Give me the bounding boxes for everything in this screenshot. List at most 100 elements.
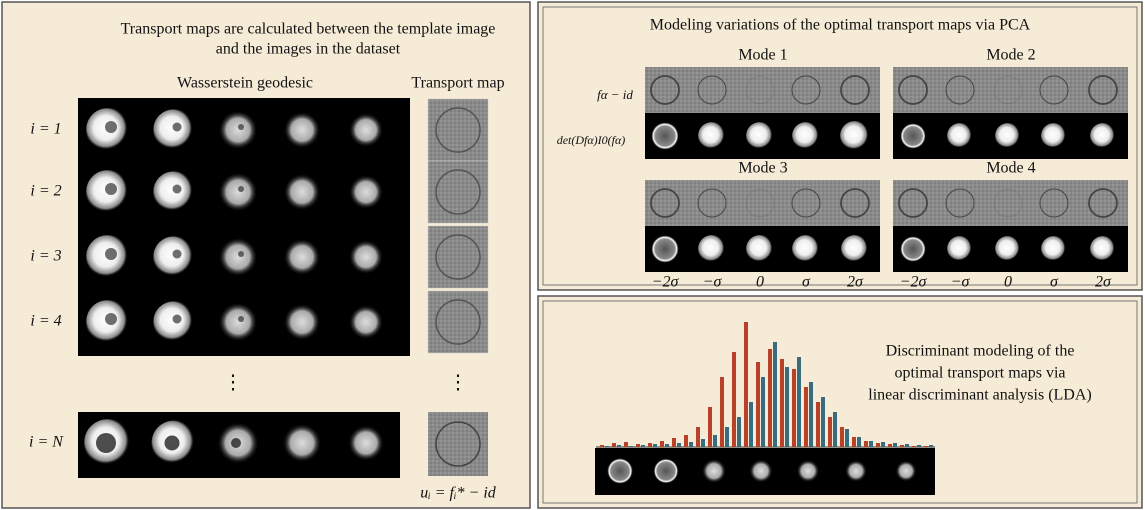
cell-dark	[96, 433, 116, 453]
hist-bar	[768, 349, 772, 447]
lda-text: Discriminant modeling of the	[886, 343, 1075, 360]
hist-bar	[845, 429, 849, 447]
ellipsis: ⋮	[448, 372, 468, 394]
cell-dark	[105, 183, 117, 195]
hist-bar	[905, 444, 909, 447]
hist-bar	[684, 435, 688, 447]
cell	[284, 112, 321, 149]
mode-cell	[841, 235, 869, 263]
hist-bar	[648, 443, 652, 447]
cell	[283, 424, 322, 463]
ellipsis: ⋮	[223, 372, 243, 394]
hist-bar	[617, 445, 621, 447]
cell	[349, 113, 383, 147]
hist-bar	[917, 445, 921, 447]
hist-bar	[881, 442, 885, 447]
mode-cell	[1090, 123, 1116, 149]
lda-cell	[702, 459, 726, 483]
lda-cell	[895, 460, 916, 481]
figure: Transport maps are calculated between th…	[0, 0, 1145, 510]
mode-cell	[1041, 236, 1067, 262]
mode-cell	[947, 123, 973, 149]
hist-bar	[665, 444, 669, 447]
cell-dark	[165, 436, 180, 451]
sigma-label: −σ	[703, 274, 723, 291]
hist-bar	[893, 443, 897, 447]
formula: uᵢ = fᵢ* − id	[420, 485, 497, 502]
mode-cell	[1041, 123, 1067, 149]
mode-cell	[651, 122, 679, 150]
mode-cell	[792, 122, 820, 150]
column-label: Wasserstein geodesic	[177, 75, 313, 92]
cell-dark	[105, 248, 117, 260]
lda-cell	[797, 460, 820, 483]
lda-cell	[749, 459, 773, 483]
hist-bar	[720, 377, 724, 447]
mode-title: Mode 3	[738, 160, 787, 177]
hist-bar	[744, 322, 748, 447]
hist-bar	[605, 446, 609, 447]
cell-dark	[105, 313, 117, 325]
hist-bar	[725, 427, 729, 447]
hist-bar	[677, 443, 681, 447]
cell	[218, 110, 257, 149]
cell	[218, 172, 257, 211]
hist-bar	[713, 435, 717, 447]
hist-bar	[749, 402, 753, 447]
cell-dark	[231, 438, 241, 448]
row-label: i = 3	[30, 248, 61, 265]
hist-bar	[732, 352, 736, 447]
pca-title: Modeling variations of the optimal trans…	[650, 17, 1031, 34]
mode-title: Mode 1	[738, 47, 787, 64]
hist-bar	[840, 427, 844, 447]
hist-bar	[773, 342, 777, 447]
hist-bar	[660, 441, 664, 447]
cell-dark	[173, 315, 182, 324]
hist-bar	[792, 369, 796, 447]
lda-cell	[845, 460, 867, 482]
row-label: i = 2	[30, 183, 61, 200]
cell	[218, 237, 257, 276]
cell-dark	[173, 185, 182, 194]
hist-bar	[869, 441, 873, 447]
mode-cell	[698, 122, 726, 150]
hist-bar	[689, 442, 693, 447]
mode-cell	[947, 236, 973, 262]
sigma-label: 2σ	[847, 274, 864, 291]
mode-cell	[995, 236, 1021, 262]
hist-bar	[876, 443, 880, 447]
sigma-label: −2σ	[652, 274, 680, 291]
title-line: and the images in the dataset	[216, 41, 401, 58]
cell	[284, 304, 321, 341]
hist-bar	[864, 441, 868, 447]
hist-bar	[629, 446, 633, 447]
cell-dark	[238, 316, 244, 322]
mode-top	[645, 67, 880, 113]
cell	[349, 240, 383, 274]
hist-bar	[804, 387, 808, 447]
hist-bar	[761, 377, 765, 447]
sigma-label: 0	[756, 274, 764, 291]
hist-bar	[737, 417, 741, 447]
hist-bar	[828, 417, 832, 447]
hist-bar	[888, 444, 892, 447]
mode-top	[645, 180, 880, 226]
cell	[284, 174, 321, 211]
title-line: Transport maps are calculated between th…	[121, 21, 496, 38]
mode-title: Mode 2	[986, 47, 1035, 64]
hist-bar	[809, 382, 813, 447]
hist-bar	[857, 437, 861, 447]
sigma-label: −σ	[951, 274, 971, 291]
lda-text: linear discriminant analysis (LDA)	[868, 387, 1092, 404]
hist-bar	[672, 438, 676, 447]
hist-bar	[708, 407, 712, 447]
sigma-label: 0	[1004, 274, 1012, 291]
hist-bar	[612, 443, 616, 447]
hist-bar	[797, 357, 801, 447]
row-label: i = 1	[30, 121, 61, 138]
cell-dark	[238, 251, 244, 257]
lda-text: optimal transport maps via	[894, 365, 1065, 382]
hist-bar	[924, 446, 928, 447]
row-label: det(Dfα)I0(fα)	[557, 133, 626, 147]
mode-cell	[995, 123, 1021, 149]
